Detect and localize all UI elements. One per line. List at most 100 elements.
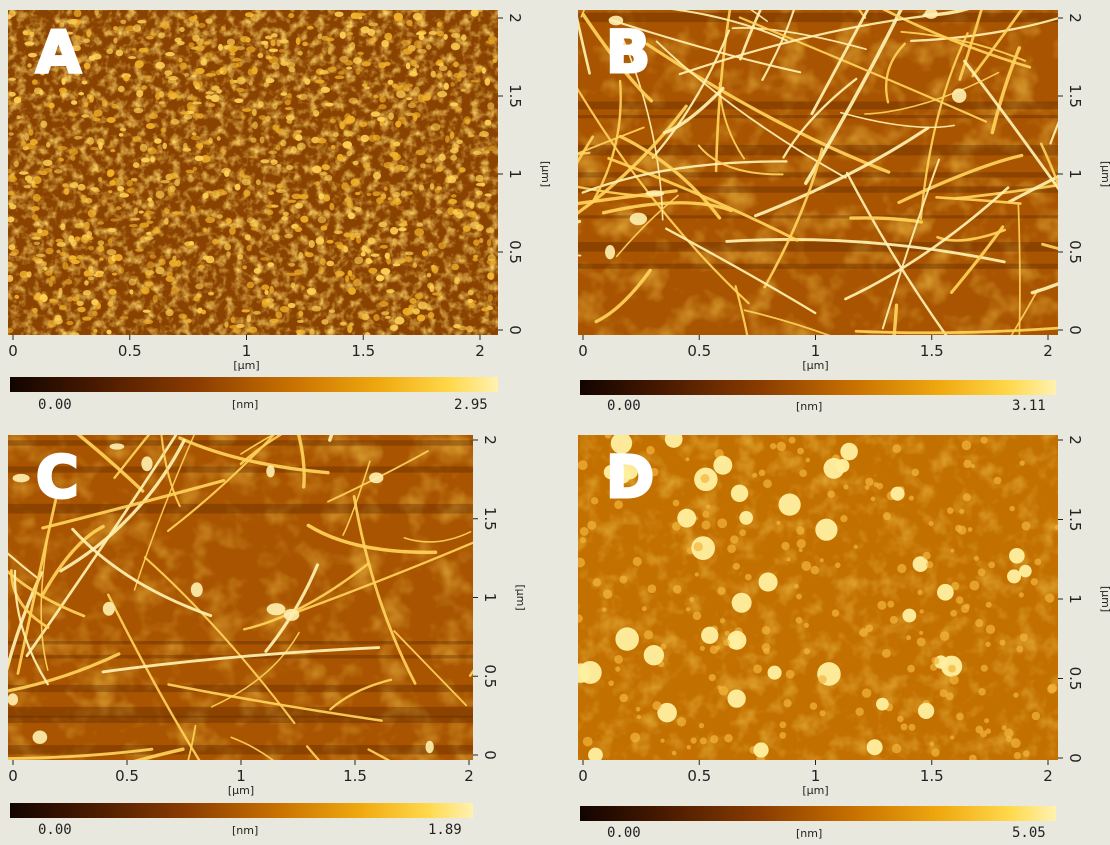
surface-grain bbox=[459, 167, 466, 173]
surface-grain bbox=[8, 77, 17, 81]
fibril bbox=[329, 678, 393, 711]
surface-grain bbox=[150, 32, 157, 37]
fibril bbox=[608, 18, 802, 74]
surface-particle bbox=[840, 515, 848, 523]
surface-particle bbox=[939, 631, 950, 641]
colorbar-unit-b: [nm] bbox=[796, 400, 823, 413]
surface-grain bbox=[347, 325, 353, 334]
surface-grain bbox=[246, 314, 252, 323]
aggregate bbox=[109, 443, 125, 450]
surface-grain bbox=[315, 181, 320, 186]
surface-grain bbox=[450, 42, 461, 51]
surface-grain bbox=[317, 33, 323, 40]
surface-grain bbox=[247, 68, 253, 76]
fibril bbox=[342, 460, 371, 536]
x-axis-unit: [µm] bbox=[802, 359, 828, 372]
afm-topography: C bbox=[8, 435, 473, 760]
surface-grain bbox=[379, 96, 387, 103]
surface-grain bbox=[425, 44, 432, 50]
x-tick-label: 2 bbox=[464, 767, 474, 785]
surface-grain bbox=[167, 90, 174, 98]
surface-grain bbox=[389, 324, 399, 331]
fibril bbox=[892, 303, 899, 335]
surface-particle bbox=[579, 536, 587, 544]
surface-grain bbox=[434, 187, 440, 194]
surface-grain bbox=[24, 132, 30, 141]
surface-grain bbox=[265, 78, 275, 84]
surface-particle bbox=[710, 735, 719, 744]
surface-grain bbox=[284, 99, 291, 106]
fibril bbox=[662, 86, 725, 135]
surface-grain bbox=[141, 157, 150, 163]
surface-grain bbox=[224, 170, 230, 177]
aggregate bbox=[608, 15, 624, 26]
surface-particle bbox=[861, 688, 872, 698]
surface-grain bbox=[266, 55, 273, 60]
surface-grain bbox=[170, 172, 177, 180]
colorbar-a bbox=[10, 377, 498, 392]
surface-grain bbox=[90, 146, 99, 151]
surface-grain bbox=[344, 113, 352, 121]
surface-particle bbox=[881, 648, 891, 658]
surface-grain bbox=[306, 25, 314, 30]
surface-grain bbox=[339, 31, 346, 39]
surface-grain bbox=[235, 46, 246, 51]
surface-grain bbox=[398, 227, 407, 232]
fibril bbox=[143, 556, 296, 725]
surface-grain bbox=[357, 51, 364, 56]
surface-grain bbox=[125, 25, 136, 32]
surface-grain bbox=[188, 42, 195, 48]
surface-particle bbox=[900, 723, 908, 731]
surface-grain bbox=[72, 45, 81, 52]
surface-grain bbox=[337, 71, 345, 76]
surface-grain bbox=[98, 177, 103, 182]
surface-grain bbox=[368, 267, 378, 274]
surface-grain bbox=[349, 322, 354, 327]
surface-grain bbox=[13, 160, 19, 168]
surface-grain bbox=[426, 272, 432, 278]
surface-particle bbox=[646, 445, 655, 455]
surface-particle bbox=[949, 675, 959, 685]
surface-grain bbox=[130, 177, 138, 182]
surface-particle bbox=[692, 611, 702, 621]
colorbar-min-d: 0.00 bbox=[607, 825, 641, 841]
fibril bbox=[1007, 174, 1058, 204]
fibril bbox=[601, 201, 733, 215]
surface-grain bbox=[436, 59, 443, 64]
aggregate bbox=[369, 472, 384, 484]
surface-grain bbox=[265, 115, 271, 122]
surface-grain bbox=[179, 16, 186, 20]
surface-grain bbox=[137, 19, 147, 24]
surface-grain bbox=[488, 36, 497, 42]
surface-grain bbox=[334, 241, 344, 246]
surface-particle bbox=[835, 562, 841, 568]
surface-grain bbox=[343, 245, 348, 253]
surface-grain bbox=[412, 67, 417, 76]
surface-grain bbox=[255, 179, 261, 186]
surface-grain bbox=[437, 90, 448, 98]
surface-particle bbox=[699, 645, 705, 651]
surface-grain bbox=[208, 137, 213, 144]
y-tick-label: 1 bbox=[506, 169, 524, 179]
surface-grain bbox=[487, 294, 494, 302]
surface-particle bbox=[778, 493, 801, 516]
surface-grain bbox=[16, 115, 21, 120]
fibril bbox=[615, 194, 679, 258]
surface-grain bbox=[29, 31, 35, 37]
aggregate bbox=[102, 601, 115, 616]
surface-grain bbox=[129, 289, 134, 295]
surface-grain bbox=[145, 75, 152, 79]
surface-particle bbox=[1004, 728, 1014, 738]
surface-grain bbox=[189, 96, 199, 101]
surface-grain bbox=[67, 18, 78, 25]
surface-grain bbox=[39, 67, 46, 76]
surface-grain bbox=[93, 328, 98, 334]
surface-grain bbox=[178, 313, 188, 319]
fibril bbox=[291, 541, 473, 615]
surface-grain bbox=[360, 134, 370, 143]
afm-topography: B bbox=[578, 10, 1058, 335]
surface-grain bbox=[263, 82, 270, 88]
surface-particle bbox=[691, 536, 716, 560]
surface-grain bbox=[416, 314, 426, 322]
